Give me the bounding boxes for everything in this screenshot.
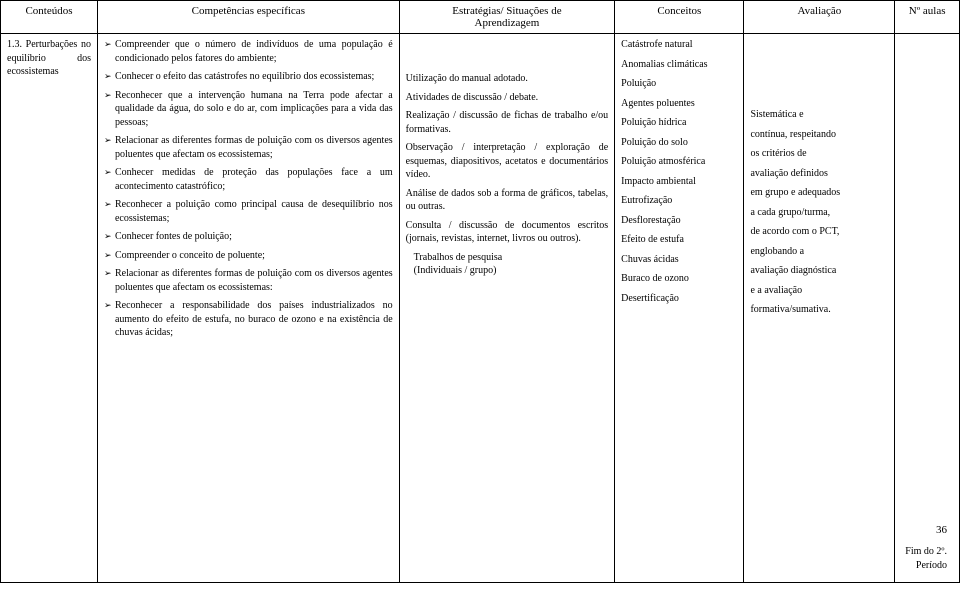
cell-conceitos: Catástrofe natural Anomalias climáticas … bbox=[615, 34, 744, 583]
concept-item: Chuvas ácidas bbox=[621, 253, 737, 267]
competencies-list: Compreender que o número de indivíduos d… bbox=[104, 38, 393, 340]
table-row: 1.3. Perturbações no equilíbrio dos ecos… bbox=[1, 34, 960, 583]
contents-section: 1.3. Perturbações no equilíbrio dos ecos… bbox=[7, 38, 91, 79]
evaluation-line: de acordo com o PCT, bbox=[750, 225, 888, 239]
evaluation-line: avaliação diagnóstica bbox=[750, 264, 888, 278]
competency-item: Compreender que o número de indivíduos d… bbox=[104, 38, 393, 65]
concept-item: Desertificação bbox=[621, 292, 737, 306]
concept-item: Agentes poluentes bbox=[621, 97, 737, 111]
strategy-item: Observação / interpretação / exploração … bbox=[406, 141, 609, 182]
competency-item: Conhecer fontes de poluição; bbox=[104, 230, 393, 244]
header-estrategias: Estratégias/ Situações de Aprendizagem bbox=[399, 1, 615, 34]
competency-item: Relacionar as diferentes formas de polui… bbox=[104, 267, 393, 294]
cell-conteudos: 1.3. Perturbações no equilíbrio dos ecos… bbox=[1, 34, 98, 583]
competency-item: Compreender o conceito de poluente; bbox=[104, 249, 393, 263]
strategy-item: Consulta / discussão de documentos escri… bbox=[406, 219, 609, 246]
header-conteudos: Conteúdos bbox=[1, 1, 98, 34]
strategy-item: Trabalhos de pesquisa (Individuais / gru… bbox=[406, 251, 609, 278]
cell-estrategias: Utilização do manual adotado. Atividades… bbox=[399, 34, 615, 583]
header-estrategias-l1: Estratégias/ Situações de bbox=[452, 5, 561, 17]
header-conceitos: Conceitos bbox=[615, 1, 744, 34]
evaluation-line: englobando a bbox=[750, 245, 888, 259]
naulas-period-l2: Período bbox=[916, 560, 947, 571]
concept-item: Buraco de ozono bbox=[621, 272, 737, 286]
strategy-item: Atividades de discussão / debate. bbox=[406, 91, 609, 105]
competency-item: Conhecer o efeito das catástrofes no equ… bbox=[104, 70, 393, 84]
competency-item: Reconhecer a responsabilidade dos países… bbox=[104, 299, 393, 340]
strategy-item: Realização / discussão de fichas de trab… bbox=[406, 109, 609, 136]
evaluation-line: e a avaliação bbox=[750, 284, 888, 298]
header-naulas: Nº aulas bbox=[895, 1, 960, 34]
concept-item: Impacto ambiental bbox=[621, 175, 737, 189]
concept-item: Poluição hídrica bbox=[621, 116, 737, 130]
concept-item: Desflorestação bbox=[621, 214, 737, 228]
table-header-row: Conteúdos Competências específicas Estra… bbox=[1, 1, 960, 34]
competency-item: Relacionar as diferentes formas de polui… bbox=[104, 134, 393, 161]
competency-item: Conhecer medidas de proteção das populaç… bbox=[104, 166, 393, 193]
cell-competencias: Compreender que o número de indivíduos d… bbox=[97, 34, 399, 583]
strategy-pesquisa-l2: (Individuais / grupo) bbox=[414, 265, 497, 276]
concept-item: Poluição atmosférica bbox=[621, 155, 737, 169]
competency-item: Reconhecer a poluição como principal cau… bbox=[104, 198, 393, 225]
naulas-period-l1: Fim do 2º. bbox=[905, 546, 947, 557]
strategy-pesquisa-l1: Trabalhos de pesquisa bbox=[414, 252, 503, 263]
evaluation-line: Sistemática e bbox=[750, 108, 888, 122]
header-avaliacao: Avaliação bbox=[744, 1, 895, 34]
evaluation-line: contínua, respeitando bbox=[750, 128, 888, 142]
header-competencias: Competências específicas bbox=[97, 1, 399, 34]
cell-naulas: 36 Fim do 2º. Período bbox=[895, 34, 960, 583]
strategy-item: Análise de dados sob a forma de gráficos… bbox=[406, 187, 609, 214]
evaluation-line: formativa/sumativa. bbox=[750, 303, 888, 317]
evaluation-line: a cada grupo/turma, bbox=[750, 206, 888, 220]
concept-item: Efeito de estufa bbox=[621, 233, 737, 247]
evaluation-line: em grupo e adequados bbox=[750, 186, 888, 200]
concept-item: Anomalias climáticas bbox=[621, 58, 737, 72]
cell-avaliacao: Sistemática e contínua, respeitando os c… bbox=[744, 34, 895, 583]
concept-item: Poluição do solo bbox=[621, 136, 737, 150]
strategy-item: Utilização do manual adotado. bbox=[406, 72, 609, 86]
concept-item: Eutrofização bbox=[621, 194, 737, 208]
naulas-number: 36 bbox=[936, 523, 947, 538]
header-estrategias-l2: Aprendizagem bbox=[475, 17, 540, 29]
naulas-period: Fim do 2º. Período bbox=[905, 545, 947, 572]
evaluation-line: avaliação definidos bbox=[750, 167, 888, 181]
competency-item: Reconhecer que a intervenção humana na T… bbox=[104, 89, 393, 130]
planning-table: Conteúdos Competências específicas Estra… bbox=[0, 0, 960, 583]
concept-item: Catástrofe natural bbox=[621, 38, 737, 52]
evaluation-line: os critérios de bbox=[750, 147, 888, 161]
concept-item: Poluição bbox=[621, 77, 737, 91]
